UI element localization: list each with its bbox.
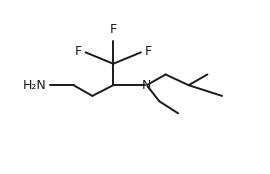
Text: F: F	[110, 23, 117, 36]
Text: F: F	[75, 45, 82, 58]
Text: N: N	[142, 79, 151, 92]
Text: F: F	[145, 45, 152, 58]
Text: H₂N: H₂N	[23, 79, 46, 92]
